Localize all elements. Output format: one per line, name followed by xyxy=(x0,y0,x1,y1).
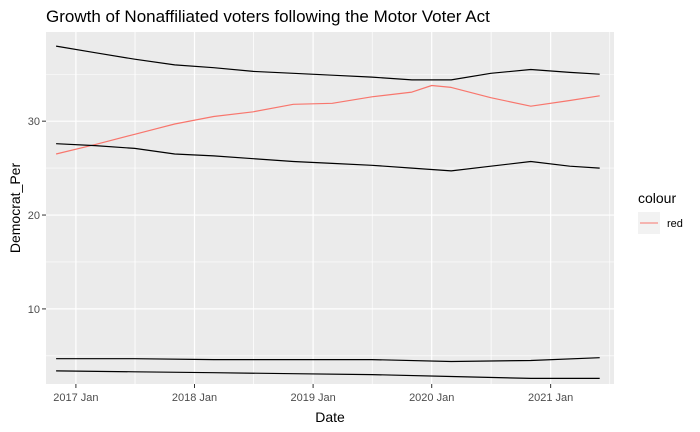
series-line-1 xyxy=(55,45,600,81)
legend: colour red xyxy=(638,190,683,234)
series-line-4 xyxy=(56,357,600,363)
major-gridlines xyxy=(46,32,614,384)
legend-label: red xyxy=(667,218,683,230)
y-tick-label: 20 xyxy=(28,210,40,222)
y-tick-label: 10 xyxy=(28,304,40,316)
x-tick-label: 2021 Jan xyxy=(528,392,573,404)
minor-gridlines xyxy=(46,32,614,384)
x-tick-label: 2017 Jan xyxy=(53,392,98,404)
x-tick-label: 2020 Jan xyxy=(409,392,454,404)
x-axis: 2017 Jan 2018 Jan 2019 Jan 2020 Jan 2021 Jan xyxy=(53,384,573,404)
x-tick-label: 2018 Jan xyxy=(172,392,217,404)
y-axis: 10 20 30 xyxy=(28,116,46,316)
y-tick-label: 30 xyxy=(28,116,40,128)
series-line-2 xyxy=(55,84,600,155)
series-lines xyxy=(55,45,600,379)
legend-title: colour xyxy=(638,190,676,206)
chart-title: Growth of Nonaffiliated voters following… xyxy=(46,7,490,26)
y-axis-title: Democrat_Per xyxy=(7,163,23,254)
x-axis-title: Date xyxy=(315,409,345,425)
plot-panel xyxy=(46,32,614,384)
series-line-3 xyxy=(56,143,600,172)
series-line-5 xyxy=(56,370,600,379)
x-tick-label: 2019 Jan xyxy=(290,392,335,404)
